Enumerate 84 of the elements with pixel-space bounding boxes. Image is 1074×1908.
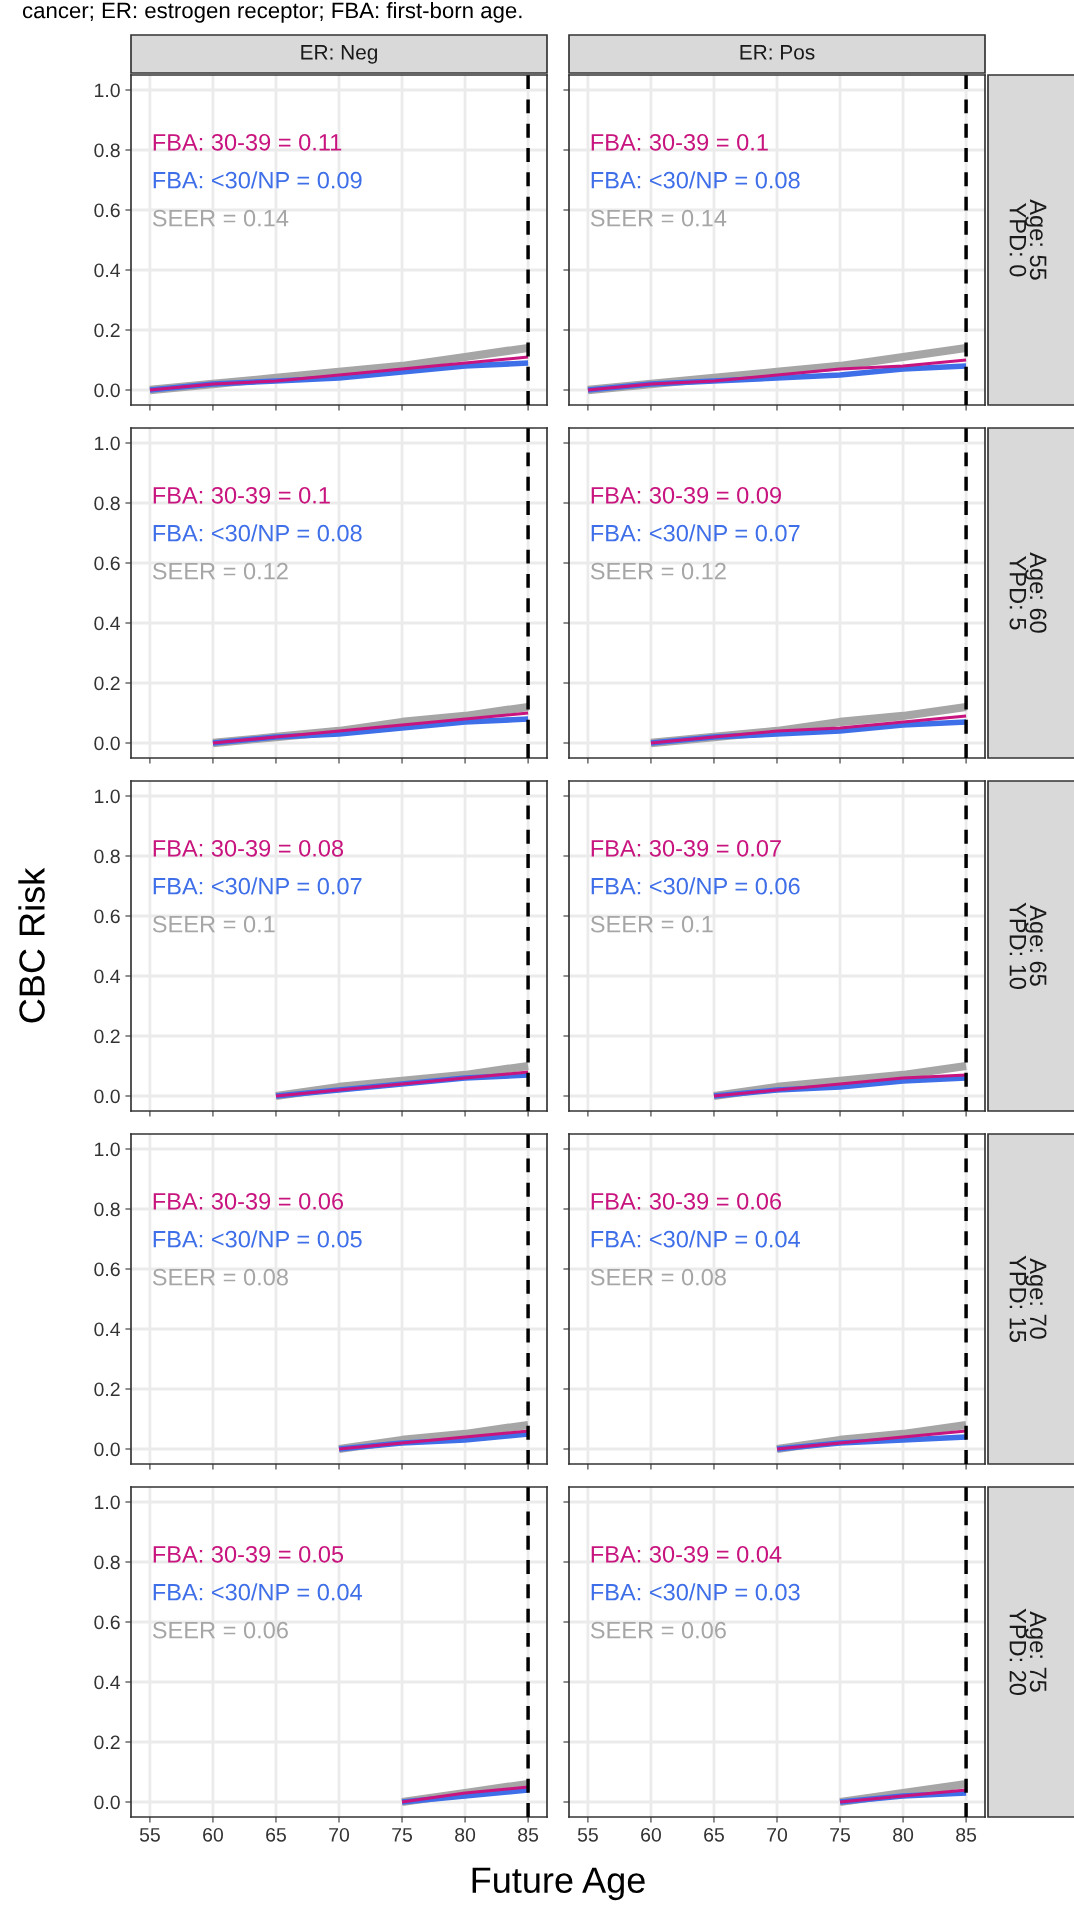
y-tick-label: 0.8 (94, 849, 120, 864)
annotation: FBA: 30-39 = 0.06 (591, 1192, 782, 1210)
annotation: SEER = 0.08 (590, 1268, 726, 1286)
y2-axis-title: Age: 60 YPD: 5 (1009, 552, 1047, 633)
annotation: SEER = 0.06 (590, 1621, 726, 1639)
annotation: FBA: <30/NP = 0.07 (591, 524, 800, 542)
y-tick-label: 0.2 (94, 1382, 120, 1397)
y-tick-label: 0.4 (94, 263, 121, 278)
y-tick-label: 0.0 (94, 736, 120, 751)
annotation: SEER = 0.08 (152, 1268, 288, 1286)
annotation: SEER = 0.12 (152, 562, 288, 580)
y-tick-label: 0.4 (94, 1675, 121, 1690)
y-tick-label: 1.0 (95, 789, 120, 804)
y-tick-label: 0.6 (94, 1262, 120, 1277)
x-tick-label: 60 (641, 1827, 661, 1842)
y-tick-label: 0.8 (94, 1555, 120, 1570)
y-tick-label: 0.2 (94, 676, 120, 691)
y-tick-label: 1.0 (95, 1495, 120, 1510)
y2-axis-title: Age: 70 YPD: 15 (1009, 1255, 1047, 1342)
annotation: FBA: 30-39 = 0.09 (591, 486, 781, 504)
chart-title: ER: Neg (301, 45, 378, 64)
annotation: FBA: <30/NP = 0.08 (591, 171, 800, 189)
x-tick-label: 80 (893, 1827, 914, 1842)
y-tick-label: 0.0 (94, 383, 120, 398)
y-axis-title: CBC Risk (18, 867, 45, 1023)
y-tick-label: 0.4 (94, 1322, 121, 1337)
annotation: FBA: <30/NP = 0.08 (153, 524, 362, 542)
annotation: FBA: <30/NP = 0.04 (153, 1583, 363, 1601)
annotation: FBA: 30-39 = 0.1 (153, 486, 330, 504)
x-tick-label: 65 (704, 1827, 724, 1842)
annotation: FBA: <30/NP = 0.07 (153, 877, 362, 895)
annotation: FBA: 30-39 = 0.04 (591, 1545, 782, 1563)
y2-axis-title: Age: 75 YPD: 20 (1009, 1608, 1047, 1696)
y-tick-label: 0.8 (94, 143, 120, 158)
x-tick-label: 75 (830, 1828, 851, 1842)
annotation: FBA: 30-39 = 0.07 (591, 839, 781, 857)
y-tick-label: 0.4 (94, 616, 121, 631)
y-tick-label: 0.0 (94, 1442, 120, 1457)
x-tick-label: 65 (266, 1827, 286, 1842)
annotation: SEER = 0.12 (590, 562, 726, 580)
y-tick-label: 1.0 (95, 436, 120, 451)
y-tick-label: 0.2 (94, 1735, 120, 1750)
y-tick-label: 0.2 (94, 323, 120, 338)
annotation: FBA: 30-39 = 0.1 (591, 133, 768, 151)
x-tick-label: 60 (203, 1827, 223, 1842)
y-tick-label: 0.0 (94, 1795, 120, 1810)
x-tick-label: 75 (392, 1828, 413, 1842)
annotation: FBA: 30-39 = 0.05 (153, 1545, 344, 1563)
annotation: FBA: <30/NP = 0.03 (591, 1583, 800, 1601)
x-tick-label: 55 (139, 1828, 160, 1842)
y-tick-label: 0.8 (94, 496, 120, 511)
chart-title: ER: Pos (740, 45, 815, 60)
y-tick-label: 1.0 (95, 83, 120, 98)
x-tick-label: 85 (956, 1827, 977, 1842)
annotation: FBA: <30/NP = 0.09 (153, 171, 362, 189)
y2-axis-title: Age: 65 YPD: 10 (1009, 902, 1047, 990)
y-tick-label: 0.0 (94, 1089, 120, 1104)
x-axis-title: Future Age (472, 1867, 645, 1901)
text: cancer; ER: estrogen receptor; FBA: first-born age. (22, 2, 522, 23)
x-tick-label: 70 (767, 1827, 788, 1842)
x-tick-label: 70 (329, 1827, 350, 1842)
y-tick-label: 0.8 (94, 1202, 120, 1217)
x-tick-label: 80 (455, 1827, 476, 1842)
annotation: FBA: <30/NP = 0.06 (591, 877, 800, 895)
y-tick-label: 0.2 (94, 1029, 120, 1044)
annotation: SEER = 0.1 (590, 915, 713, 933)
y-tick-label: 0.6 (94, 203, 120, 218)
x-tick-label: 55 (577, 1828, 598, 1842)
y-tick-label: 1.0 (95, 1142, 120, 1157)
annotation: SEER = 0.06 (152, 1621, 288, 1639)
annotation: FBA: <30/NP = 0.05 (153, 1230, 362, 1248)
annotation: FBA: 30-39 = 0.08 (153, 839, 344, 857)
annotation: FBA: 30-39 = 0.06 (153, 1192, 344, 1210)
y-tick-label: 0.6 (94, 1615, 120, 1630)
y-tick-label: 0.6 (94, 909, 120, 924)
y2-axis-title: Age: 55 YPD: 0 (1009, 199, 1047, 280)
annotation: SEER = 0.1 (152, 915, 275, 933)
annotation: FBA: <30/NP = 0.04 (591, 1230, 801, 1248)
annotation: FBA: 30-39 = 0.11 (153, 133, 342, 151)
annotation: SEER = 0.14 (152, 209, 289, 227)
x-tick-label: 85 (518, 1827, 539, 1842)
y-tick-label: 0.4 (94, 969, 121, 984)
y-tick-label: 0.6 (94, 556, 120, 571)
annotation: SEER = 0.14 (590, 209, 727, 227)
